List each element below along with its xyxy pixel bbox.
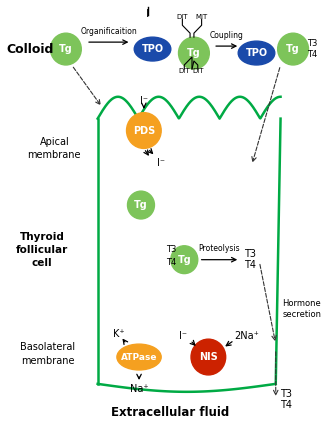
Text: Tg: Tg [59, 44, 73, 54]
Text: Basolateral
membrane: Basolateral membrane [20, 343, 75, 365]
Text: Tg: Tg [178, 255, 191, 265]
Text: TPO: TPO [142, 44, 164, 54]
Ellipse shape [238, 41, 275, 65]
Text: T3: T3 [280, 389, 292, 399]
Text: Extracellular fluid: Extracellular fluid [111, 406, 229, 418]
Circle shape [126, 113, 161, 148]
Text: Tg: Tg [286, 44, 300, 54]
Circle shape [127, 191, 154, 219]
Text: I⁻: I⁻ [140, 96, 148, 106]
Text: T4: T4 [166, 258, 177, 267]
Text: K⁺: K⁺ [113, 329, 125, 339]
Text: DIT: DIT [192, 68, 204, 74]
Text: Hormone
secretion: Hormone secretion [282, 299, 321, 319]
Text: I: I [146, 9, 149, 20]
Text: Thyroid
follicular
cell: Thyroid follicular cell [16, 232, 68, 268]
Text: ATPase: ATPase [121, 352, 157, 362]
Circle shape [171, 246, 198, 273]
Text: Tg: Tg [187, 48, 201, 58]
Ellipse shape [134, 37, 171, 61]
Text: Tg: Tg [134, 200, 148, 210]
Circle shape [278, 33, 309, 65]
Text: T4: T4 [244, 259, 256, 270]
Circle shape [191, 339, 226, 375]
Text: Coupling: Coupling [210, 31, 244, 40]
Text: DIT: DIT [179, 68, 190, 74]
Text: Proteolysis: Proteolysis [198, 244, 240, 253]
Text: T3: T3 [166, 245, 177, 254]
Text: Na⁺: Na⁺ [130, 384, 148, 394]
Text: Colloid: Colloid [6, 42, 53, 56]
Text: Organificaition: Organificaition [81, 27, 138, 36]
Text: I⁻: I⁻ [157, 158, 165, 168]
Text: DIT: DIT [177, 14, 188, 20]
Text: T3: T3 [244, 249, 256, 259]
Text: MIT: MIT [195, 14, 208, 20]
Circle shape [179, 37, 209, 69]
Ellipse shape [117, 344, 161, 370]
Text: T4: T4 [280, 400, 292, 410]
Text: T4: T4 [308, 50, 318, 59]
Text: I⁻: I⁻ [179, 331, 187, 341]
Circle shape [50, 33, 81, 65]
Text: NIS: NIS [199, 352, 218, 362]
Text: 2Na⁺: 2Na⁺ [234, 331, 259, 341]
Text: Apical
membrane: Apical membrane [28, 137, 81, 160]
Text: T3: T3 [308, 39, 318, 47]
Text: TPO: TPO [246, 48, 268, 58]
Text: PDS: PDS [133, 126, 155, 136]
